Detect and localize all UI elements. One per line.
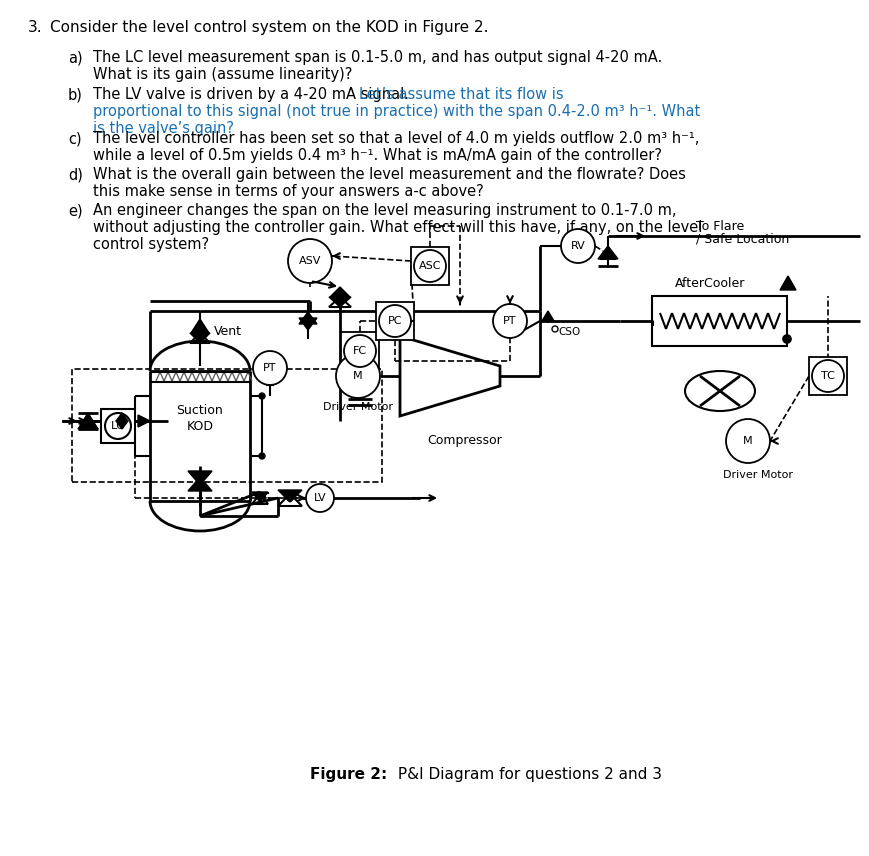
Text: control system?: control system? <box>93 237 209 252</box>
Polygon shape <box>78 413 98 429</box>
Text: M: M <box>742 436 752 446</box>
Text: The LV valve is driven by a 4-20 mA signal.: The LV valve is driven by a 4-20 mA sign… <box>93 87 413 102</box>
Text: Compressor: Compressor <box>428 434 501 447</box>
Circle shape <box>288 239 332 283</box>
Text: Driver Motor: Driver Motor <box>322 402 393 412</box>
Text: LC: LC <box>111 421 125 431</box>
Text: An engineer changes the span on the level measuring instrument to 0.1-7.0 m,: An engineer changes the span on the leve… <box>93 203 676 218</box>
Text: b): b) <box>68 87 83 102</box>
Text: KOD: KOD <box>186 419 213 432</box>
Text: Consider the level control system on the KOD in Figure 2.: Consider the level control system on the… <box>50 20 488 35</box>
Circle shape <box>782 335 790 343</box>
Text: Vent: Vent <box>214 324 242 337</box>
Polygon shape <box>122 413 128 429</box>
Text: RV: RV <box>570 241 585 251</box>
Text: 3.: 3. <box>28 20 43 35</box>
Circle shape <box>379 305 410 337</box>
Text: LV: LV <box>314 493 326 503</box>
Polygon shape <box>597 246 617 259</box>
Bar <box>808 357 846 395</box>
Text: What is the overall gain between the level measurement and the flowrate? Does: What is the overall gain between the lev… <box>93 167 685 182</box>
Circle shape <box>414 250 446 282</box>
Polygon shape <box>541 311 554 321</box>
Text: What is its gain (assume linearity)?: What is its gain (assume linearity)? <box>93 67 352 82</box>
Polygon shape <box>188 471 212 485</box>
Polygon shape <box>779 276 795 290</box>
Text: The level controller has been set so that a level of 4.0 m yields outflow 2.0 m³: The level controller has been set so tha… <box>93 131 699 146</box>
Circle shape <box>105 413 131 439</box>
Circle shape <box>335 354 380 398</box>
Polygon shape <box>328 297 350 307</box>
Polygon shape <box>188 477 212 491</box>
Text: Driver Motor: Driver Motor <box>722 470 792 480</box>
Bar <box>375 302 414 340</box>
Circle shape <box>561 229 594 263</box>
Text: FC: FC <box>353 346 367 356</box>
Text: without adjusting the controller gain. What effect will this have, if any, on th: without adjusting the controller gain. W… <box>93 220 701 235</box>
Polygon shape <box>138 415 149 427</box>
Text: PC: PC <box>388 316 401 326</box>
Circle shape <box>725 419 769 463</box>
Text: this make sense in terms of your answers a-c above?: this make sense in terms of your answers… <box>93 184 483 199</box>
Text: Let’s assume that its flow is: Let’s assume that its flow is <box>359 87 563 102</box>
Text: c): c) <box>68 131 82 146</box>
Circle shape <box>306 484 334 512</box>
Polygon shape <box>299 312 316 324</box>
Text: P&I Diagram for questions 2 and 3: P&I Diagram for questions 2 and 3 <box>393 766 661 782</box>
Text: is the valve’s gain?: is the valve’s gain? <box>93 121 234 136</box>
Polygon shape <box>191 319 209 333</box>
Text: a): a) <box>68 50 83 65</box>
Text: To Flare: To Flare <box>695 219 743 233</box>
Polygon shape <box>116 413 122 429</box>
Polygon shape <box>189 333 209 343</box>
Text: TC: TC <box>820 371 834 381</box>
Bar <box>101 409 135 443</box>
Circle shape <box>259 393 265 399</box>
Circle shape <box>259 453 265 459</box>
Polygon shape <box>252 492 268 502</box>
Text: PT: PT <box>263 363 276 373</box>
Bar <box>652 296 786 346</box>
Circle shape <box>493 304 527 338</box>
Polygon shape <box>299 318 316 330</box>
Text: Suction: Suction <box>176 405 223 418</box>
Circle shape <box>253 351 287 385</box>
Polygon shape <box>329 287 349 297</box>
Text: / Safe Location: / Safe Location <box>695 233 788 246</box>
Text: ASV: ASV <box>298 256 321 266</box>
Bar <box>341 332 379 370</box>
Text: e): e) <box>68 203 83 218</box>
Text: Figure 2:: Figure 2: <box>309 766 387 782</box>
Text: d): d) <box>68 167 83 182</box>
Text: while a level of 0.5m yields 0.4 m³ h⁻¹. What is mA/mA gain of the controller?: while a level of 0.5m yields 0.4 m³ h⁻¹.… <box>93 148 661 163</box>
Text: The LC level measurement span is 0.1-5.0 m, and has output signal 4-20 mA.: The LC level measurement span is 0.1-5.0… <box>93 50 661 65</box>
Text: proportional to this signal (not true in practice) with the span 0.4-2.0 m³ h⁻¹.: proportional to this signal (not true in… <box>93 104 700 119</box>
Text: AfterCooler: AfterCooler <box>674 276 745 289</box>
Text: M: M <box>353 371 362 381</box>
Text: ASC: ASC <box>418 261 441 271</box>
Circle shape <box>551 326 557 332</box>
Text: PT: PT <box>502 316 516 326</box>
Bar <box>410 247 448 285</box>
Circle shape <box>343 335 375 367</box>
Polygon shape <box>278 490 302 502</box>
Circle shape <box>287 495 293 501</box>
Circle shape <box>811 360 843 392</box>
Text: CSO: CSO <box>557 327 580 337</box>
